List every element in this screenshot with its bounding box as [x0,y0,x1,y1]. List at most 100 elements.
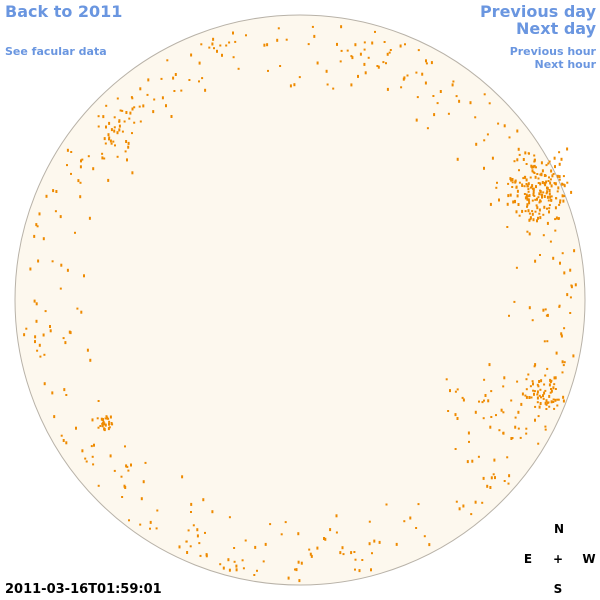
facula [142,104,145,108]
back-link[interactable]: Back to 2011 [5,2,123,21]
facula [513,300,516,303]
facula [105,415,108,418]
facula [534,418,536,422]
facula [121,109,124,112]
facula [536,390,539,394]
facula [536,173,539,175]
facula [128,117,131,120]
facula [556,404,559,407]
faculae [23,25,577,583]
facula [79,195,82,199]
facula [213,47,215,50]
facula [560,157,563,161]
facula [537,196,540,199]
facula [70,172,72,175]
facular-link[interactable]: See facular data [5,45,107,58]
facula [558,175,561,179]
facula [417,49,420,52]
facula [489,425,492,429]
facula [406,74,409,77]
facula [170,115,173,118]
facula [335,514,338,518]
facula [101,424,104,428]
facula [447,410,450,412]
facula [493,458,496,462]
previous-hour-link[interactable]: Previous hour [509,45,596,58]
facula [103,157,106,160]
facula [572,354,575,358]
facula [550,389,553,393]
facula [84,457,87,460]
next-hour-link[interactable]: Next hour [534,58,597,71]
facula [558,203,561,206]
facula [110,422,113,425]
facula [556,174,559,178]
facula [102,420,105,423]
facula [558,162,561,166]
facula [160,77,163,80]
facula [323,537,325,540]
facula [107,417,110,420]
facula [507,182,510,185]
facula [293,83,296,87]
facula [533,172,536,174]
facula [515,186,518,189]
facula [149,520,152,524]
facula [153,98,156,101]
facula [555,216,558,220]
facula [529,176,532,179]
facula [178,545,181,549]
facula [537,385,540,388]
facula [269,523,272,526]
facula [483,399,485,402]
facula [54,210,57,213]
facula [245,34,247,37]
facula [130,96,133,99]
facula [340,25,343,29]
facula [562,175,565,178]
facula [279,65,282,67]
facula [548,405,551,408]
facula [539,190,542,194]
facula [528,232,531,236]
facula [466,460,469,464]
facula [423,535,426,538]
facula [81,449,84,453]
facula [566,181,569,184]
next-day-link[interactable]: Next day [516,19,596,38]
facula [537,415,540,418]
facula [527,209,530,213]
facula [131,97,134,100]
facula [43,353,46,356]
facula [424,81,427,85]
facula [537,177,540,180]
facula [425,59,427,63]
facula [557,186,560,190]
facula [557,217,560,220]
facula [234,40,237,43]
facula [130,463,132,467]
facula [359,52,362,56]
facula [285,38,288,41]
previous-day-link[interactable]: Previous day [479,2,596,21]
facula [482,417,485,420]
facula [547,162,550,165]
facula [62,439,65,442]
facula [511,178,514,181]
facula [126,465,129,468]
facula [233,560,236,563]
facula [546,340,549,343]
facula [204,88,207,92]
facula [541,181,544,184]
facula [51,260,54,263]
facula [374,30,376,33]
facula [128,519,130,522]
facula [354,568,356,571]
facula [521,183,524,186]
facula [36,349,39,352]
facula [533,365,536,368]
facula [107,133,110,137]
facula [342,553,345,556]
facula [535,185,537,189]
facula [456,388,459,391]
